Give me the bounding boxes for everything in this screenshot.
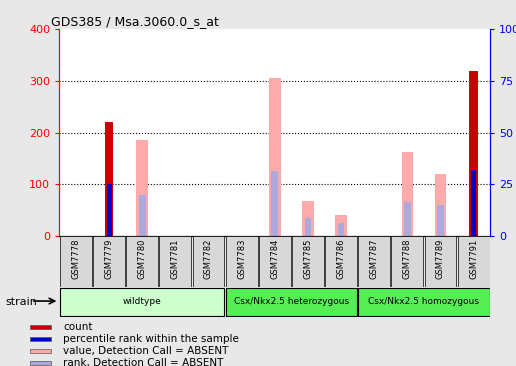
- FancyBboxPatch shape: [60, 236, 92, 287]
- Text: GSM7785: GSM7785: [303, 239, 312, 279]
- Text: GSM7779: GSM7779: [105, 239, 114, 279]
- Text: strain: strain: [5, 297, 37, 307]
- Text: wildtype: wildtype: [123, 298, 162, 306]
- Text: GSM7791: GSM7791: [469, 239, 478, 279]
- FancyBboxPatch shape: [225, 288, 357, 316]
- FancyBboxPatch shape: [93, 236, 125, 287]
- Text: rank, Detection Call = ABSENT: rank, Detection Call = ABSENT: [63, 358, 224, 366]
- Bar: [271, 171, 278, 236]
- Text: GSM7787: GSM7787: [369, 239, 379, 279]
- FancyBboxPatch shape: [192, 236, 224, 287]
- Bar: [269, 78, 281, 236]
- Text: GDS385 / Msa.3060.0_s_at: GDS385 / Msa.3060.0_s_at: [51, 15, 219, 28]
- FancyBboxPatch shape: [126, 236, 158, 287]
- Bar: [30, 361, 52, 365]
- FancyBboxPatch shape: [392, 236, 423, 287]
- Text: percentile rank within the sample: percentile rank within the sample: [63, 334, 239, 344]
- Bar: [30, 349, 52, 353]
- Bar: [437, 205, 444, 236]
- FancyBboxPatch shape: [259, 236, 291, 287]
- Text: GSM7788: GSM7788: [403, 239, 412, 279]
- Text: GSM7781: GSM7781: [171, 239, 180, 279]
- Bar: [338, 223, 344, 236]
- FancyBboxPatch shape: [159, 236, 191, 287]
- Bar: [107, 184, 111, 236]
- Bar: [105, 122, 113, 236]
- FancyBboxPatch shape: [325, 236, 357, 287]
- FancyBboxPatch shape: [60, 288, 224, 316]
- Text: count: count: [63, 322, 93, 332]
- Text: GSM7784: GSM7784: [270, 239, 279, 279]
- Bar: [335, 215, 347, 236]
- Bar: [401, 152, 413, 236]
- Bar: [136, 141, 148, 236]
- Text: Csx/Nkx2.5 homozygous: Csx/Nkx2.5 homozygous: [368, 298, 479, 306]
- Bar: [434, 174, 446, 236]
- Text: GSM7789: GSM7789: [436, 239, 445, 279]
- Bar: [304, 218, 311, 236]
- Text: GSM7780: GSM7780: [138, 239, 147, 279]
- Bar: [30, 337, 52, 341]
- Bar: [471, 170, 476, 236]
- Text: GSM7786: GSM7786: [336, 239, 346, 279]
- Text: Csx/Nkx2.5 heterozygous: Csx/Nkx2.5 heterozygous: [234, 298, 349, 306]
- Text: GSM7778: GSM7778: [71, 239, 80, 279]
- Text: GSM7782: GSM7782: [204, 239, 213, 279]
- FancyBboxPatch shape: [225, 236, 257, 287]
- Bar: [30, 325, 52, 329]
- FancyBboxPatch shape: [358, 288, 490, 316]
- Bar: [139, 195, 146, 236]
- Bar: [404, 202, 411, 236]
- FancyBboxPatch shape: [458, 236, 490, 287]
- FancyBboxPatch shape: [425, 236, 456, 287]
- Text: value, Detection Call = ABSENT: value, Detection Call = ABSENT: [63, 346, 229, 356]
- Bar: [302, 201, 314, 236]
- FancyBboxPatch shape: [292, 236, 324, 287]
- FancyBboxPatch shape: [358, 236, 390, 287]
- Bar: [470, 71, 478, 236]
- Text: GSM7783: GSM7783: [237, 239, 246, 279]
